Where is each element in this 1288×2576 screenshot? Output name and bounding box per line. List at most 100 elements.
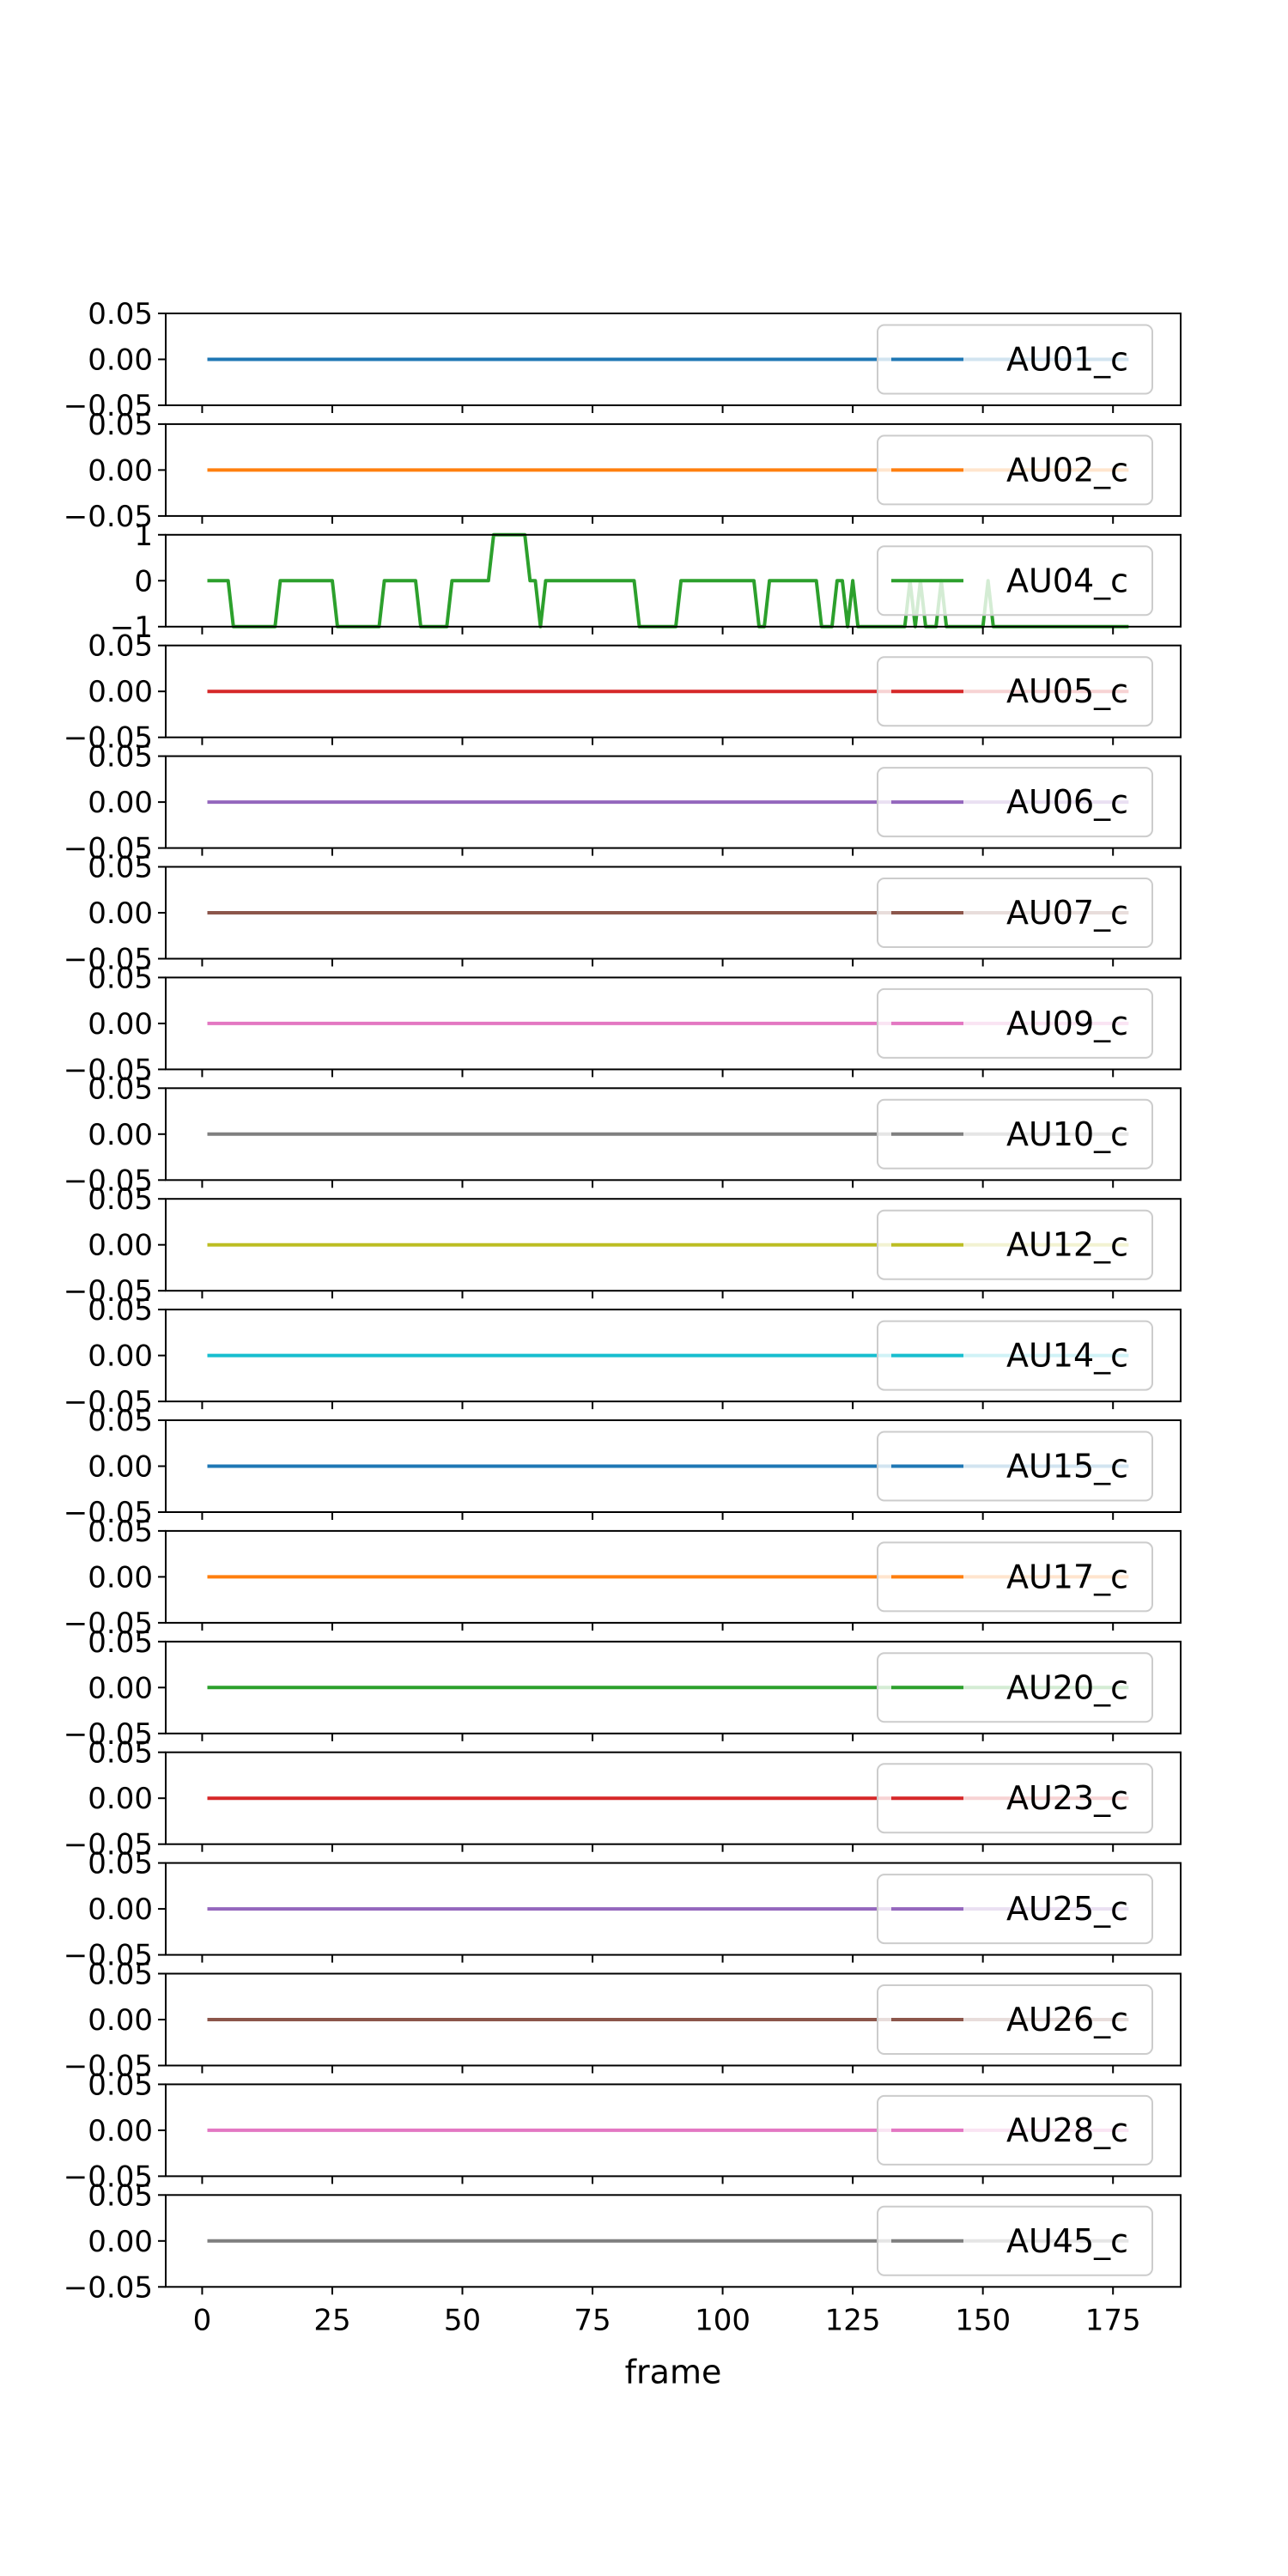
legend-label: AU05_c [1006, 672, 1128, 710]
y-tick-label: 0.00 [88, 1118, 153, 1152]
legend-label: AU14_c [1006, 1337, 1128, 1375]
legend-au15-c: AU15_c [877, 1431, 1153, 1502]
legend-au06-c: AU06_c [877, 767, 1153, 838]
legend-label: AU20_c [1006, 1668, 1128, 1706]
y-tick-label: 0.00 [88, 453, 153, 488]
legend-label: AU02_c [1006, 451, 1128, 489]
subplot-au25-c: 0.05 0.00 −0.05 AU25_c [64, 1847, 1182, 1973]
y-tick-label: 0.00 [88, 896, 153, 931]
legend-au10-c: AU10_c [877, 1098, 1153, 1170]
legend-au23-c: AU23_c [877, 1763, 1153, 1834]
y-tick-label: 0.00 [88, 1450, 153, 1485]
legend-box [877, 878, 1153, 948]
y-tick-label: 0.00 [88, 675, 153, 709]
legend-au25-c: AU25_c [877, 1874, 1153, 1945]
y-tick-label: 0.05 [88, 408, 153, 442]
y-tick-label: −0.05 [64, 832, 153, 866]
y-tick-label: 0.05 [88, 740, 153, 775]
legend-au17-c: AU17_c [877, 1541, 1153, 1613]
y-tick-label: 0.00 [88, 2225, 153, 2259]
subplot-au45-c: 0.05 0.00 −0.05 AU45_c [64, 2178, 1182, 2305]
legend-box [877, 1874, 1153, 1945]
legend-au02-c: AU02_c [877, 434, 1153, 506]
legend-label: AU26_c [1006, 2001, 1128, 2038]
legend-au45-c: AU45_c [877, 2205, 1153, 2276]
y-tick-label: 0.05 [88, 629, 153, 664]
legend-label: AU04_c [1006, 562, 1128, 599]
y-tick-label: 0.00 [88, 1340, 153, 1374]
y-tick-label: 0.05 [88, 1072, 153, 1106]
y-tick-label: 0 [134, 564, 153, 598]
legend-box [877, 1320, 1153, 1391]
legend-label: AU25_c [1006, 1890, 1128, 1928]
legend-au14-c: AU14_c [877, 1320, 1153, 1391]
legend-label: AU01_c [1006, 341, 1128, 379]
y-tick-label: 0.05 [88, 1404, 153, 1438]
subplot-au05-c: 0.05 0.00 −0.05 AU05_c [64, 629, 1182, 756]
subplot-au02-c: 0.05 0.00 −0.05 AU02_c [64, 408, 1182, 534]
subplot-au04-c: 1 0 −1 AU04_c [110, 519, 1182, 645]
y-tick-label: 0.00 [88, 1893, 153, 1927]
y-tick-label: −0.05 [64, 2270, 153, 2305]
y-tick-label: −0.05 [64, 943, 153, 977]
subplot-au14-c: 0.05 0.00 −0.05 AU14_c [64, 1293, 1182, 1419]
y-tick-label: −0.05 [64, 1274, 153, 1309]
legend-label: AU06_c [1006, 783, 1128, 821]
legend-au26-c: AU26_c [877, 1984, 1153, 2055]
x-tick-label: 125 [825, 2303, 881, 2337]
x-tick-label: 50 [444, 2303, 481, 2337]
legend-box [877, 767, 1153, 838]
y-tick-label: 0.00 [88, 1229, 153, 1263]
legend-box [877, 1763, 1153, 1834]
y-tick-label: 0.05 [88, 1515, 153, 1549]
legend-au09-c: AU09_c [877, 987, 1153, 1059]
y-tick-label: 0.05 [88, 1293, 153, 1327]
x-tick-label: 0 [193, 2303, 212, 2337]
subplot-au07-c: 0.05 0.00 −0.05 AU07_c [64, 851, 1182, 977]
subplot-au06-c: 0.05 0.00 −0.05 AU06_c [64, 740, 1182, 866]
legend-box [877, 1098, 1153, 1170]
y-tick-label: −0.05 [64, 1607, 153, 1641]
legend-box [877, 434, 1153, 506]
legend-label: AU45_c [1006, 2222, 1128, 2260]
legend-au12-c: AU12_c [877, 1209, 1153, 1280]
legend-label: AU07_c [1006, 894, 1128, 932]
x-tick-label: 100 [695, 2303, 750, 2337]
y-tick-label: 0.00 [88, 1007, 153, 1042]
y-tick-label: 0.00 [88, 1671, 153, 1705]
subplot-au26-c: 0.05 0.00 −0.05 AU26_c [64, 1958, 1182, 2084]
legend-label: AU12_c [1006, 1226, 1128, 1264]
y-tick-label: −0.05 [64, 1385, 153, 1419]
legend-label: AU09_c [1006, 1005, 1128, 1042]
x-axis-label: frame [625, 2353, 722, 2391]
y-tick-label: 0.05 [88, 2178, 153, 2213]
legend-label: AU17_c [1006, 1558, 1128, 1595]
y-tick-label: 0.05 [88, 961, 153, 995]
y-tick-label: −0.05 [64, 1828, 153, 1862]
y-tick-label: 0.00 [88, 343, 153, 378]
y-tick-label: 0.05 [88, 297, 153, 331]
subplot-au01-c: 0.05 0.00 −0.05 AU01_c [64, 297, 1182, 423]
legend-box [877, 987, 1153, 1059]
y-tick-label: −0.05 [64, 1939, 153, 1973]
y-tick-label: −0.05 [64, 1717, 153, 1752]
x-axis: 0 25 50 75 100 125 150 175 [193, 2303, 1141, 2337]
legend-label: AU28_c [1006, 2111, 1128, 2149]
y-tick-label: −0.05 [64, 1163, 153, 1198]
y-tick-label: 0.00 [88, 786, 153, 820]
subplot-au17-c: 0.05 0.00 −0.05 AU17_c [64, 1515, 1182, 1641]
y-tick-label: −0.05 [64, 2050, 153, 2084]
subplot-au09-c: 0.05 0.00 −0.05 AU09_c [64, 961, 1182, 1087]
legend-box [877, 1541, 1153, 1613]
x-tick-label: 25 [313, 2303, 350, 2337]
y-tick-label: −0.05 [64, 1053, 153, 1087]
legend-au20-c: AU20_c [877, 1652, 1153, 1723]
x-tick-label: 75 [574, 2303, 611, 2337]
y-tick-label: 0.00 [88, 1560, 153, 1595]
subplot-panels: 0.05 0.00 −0.05 AU01_c 0.05 0.00 −0.05 AU02_c 10… [64, 297, 1182, 2305]
legend-label: AU23_c [1006, 1779, 1128, 1817]
legend-box [877, 2094, 1153, 2166]
legend-box [877, 1209, 1153, 1280]
legend-label: AU15_c [1006, 1448, 1128, 1485]
